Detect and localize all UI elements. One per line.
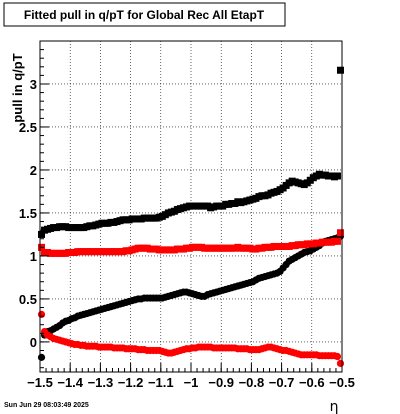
x-tick-label: −1 <box>184 375 199 390</box>
tick-labels: −1.5 −1.4 −1.3 −1.2 −1.1 −1 −0.9 −0.8 −0.7 −0.6 −0… <box>19 77 355 390</box>
x-tick-label: −0.5 <box>329 375 355 390</box>
y-axis-label: pull in q/pT <box>10 53 25 122</box>
x-tick-label: −1.3 <box>88 375 114 390</box>
y-tick-label: 3 <box>30 77 37 92</box>
x-tick-label: −1.4 <box>57 375 83 390</box>
data-point <box>333 352 342 361</box>
data-point <box>336 66 344 74</box>
y-tick-label: 1 <box>30 249 37 264</box>
title-box <box>3 2 286 27</box>
x-tick-label: −0.7 <box>269 375 295 390</box>
y-tick-label: 2.5 <box>19 120 37 135</box>
x-tick-label: −1.5 <box>27 375 53 390</box>
series-0 <box>38 66 344 238</box>
y-tick-label: 2 <box>30 163 37 178</box>
series-2 <box>38 229 344 257</box>
data-point <box>38 230 46 238</box>
x-tick-label: −1.2 <box>118 375 144 390</box>
x-tick-label: −1.1 <box>148 375 174 390</box>
series-3 <box>37 310 345 368</box>
y-tick-label: 1.5 <box>19 206 37 221</box>
x-tick-label: −0.9 <box>208 375 234 390</box>
axis-ticks <box>39 49 343 372</box>
chart-title: Fitted pull in q/pT for Global Rec All E… <box>24 8 265 22</box>
data-point <box>37 353 46 361</box>
data-point <box>336 229 344 237</box>
x-tick-label: −0.8 <box>239 375 265 390</box>
x-tick-label: −0.6 <box>299 375 325 390</box>
y-tick-label: 0.5 <box>19 292 37 307</box>
x-axis-label: η <box>330 399 339 414</box>
data-point <box>333 237 341 245</box>
y-tick-label: 0 <box>30 335 37 350</box>
data-point <box>336 359 345 368</box>
data-point <box>333 172 341 180</box>
timestamp: Sun Jun 29 08:03:49 2025 <box>4 402 89 409</box>
data-marks <box>37 66 345 368</box>
data-point <box>37 310 46 318</box>
